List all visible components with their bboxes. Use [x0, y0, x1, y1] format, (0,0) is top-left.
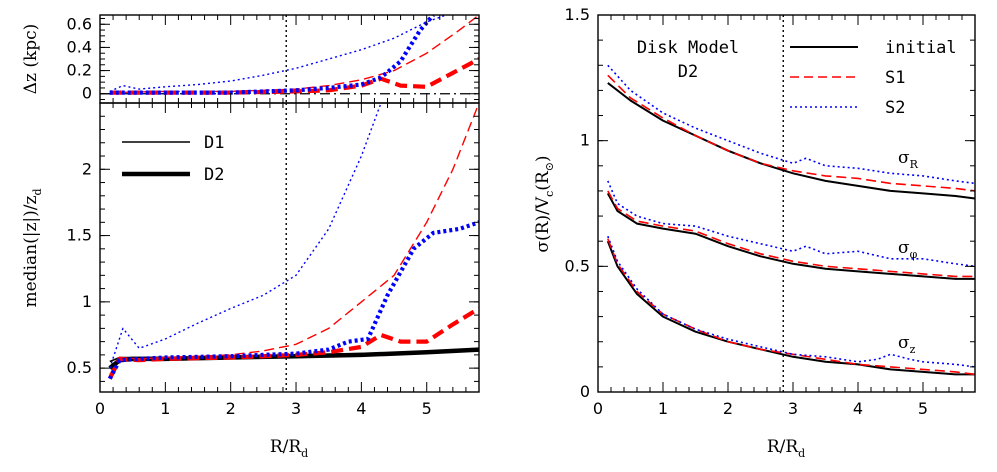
y-tick-label: 0.4	[67, 37, 92, 56]
x-tick-label: 2	[226, 399, 236, 418]
x-tick-label: 1	[160, 399, 170, 418]
legend-d2-label: D2	[204, 165, 224, 185]
series-line-red-dashed	[607, 238, 975, 376]
right-x-axis-label: R/Rd	[767, 437, 805, 460]
x-tick-label: 5	[422, 399, 432, 418]
bottom-left-plot-area	[107, 103, 479, 392]
series-line-red-dashed-thin	[109, 15, 479, 94]
x-tick-label: 4	[356, 399, 366, 418]
series-line-blue-dotted-thick	[107, 220, 479, 380]
series-line-red-dashed	[607, 190, 975, 278]
series-line-blue-dotted	[607, 64, 975, 185]
y-tick-label: 0.2	[67, 61, 92, 80]
top-left-ticks: 0 0.2 0.4 0.6	[67, 14, 480, 103]
y-tick-label: 0	[82, 84, 92, 103]
right-title-line2: D2	[678, 62, 698, 82]
series-line-red-dashed-thick	[109, 57, 479, 95]
top-left-y-axis-label: Δz (kpc)	[21, 24, 41, 95]
x-tick-label: 1	[658, 399, 668, 418]
series-line-blue-dotted	[607, 180, 975, 268]
top-left-plot-area	[100, 15, 479, 103]
series-line-blue-dotted-thick	[109, 15, 435, 95]
right-ticks: 0 1 2 3 4 5 0 0.5 1 1.5	[565, 5, 976, 418]
sigma-z-label: σz	[898, 333, 916, 356]
y-tick-label: 1	[82, 292, 92, 311]
legend-s1-label: S1	[885, 68, 905, 88]
bottom-left-panel: 0 1 2 3 4 5 0.5 1 1.5 2 D1 D2 median(|z|)/zd R/Rd	[21, 102, 480, 460]
series-line-red-dashed	[607, 74, 975, 192]
bottom-left-legend: D1 D2	[122, 133, 224, 185]
x-tick-label: 0	[593, 399, 603, 418]
right-legend: initial S1 S2	[790, 38, 957, 118]
y-tick-label: 0	[580, 382, 590, 401]
x-tick-label: 3	[291, 399, 301, 418]
bottom-left-x-axis-label: R/Rd	[270, 437, 308, 460]
y-tick-label: 0.6	[67, 14, 92, 33]
series-line-black-solid	[607, 82, 975, 200]
right-series-group	[606, 15, 975, 392]
legend-initial-label: initial	[885, 38, 957, 58]
x-tick-label: 3	[788, 399, 798, 418]
series-line-black-solid	[606, 192, 975, 280]
y-tick-label: 1.5	[67, 226, 92, 245]
x-tick-label: 2	[723, 399, 733, 418]
right-frame	[597, 14, 976, 393]
y-tick-label: 0.5	[67, 358, 92, 377]
bottom-left-ticks: 0 1 2 3 4 5 0.5 1 1.5 2	[67, 102, 480, 418]
bottom-left-series-group	[107, 103, 479, 392]
right-y-axis-label: σ(R)/Vc(R⊙)	[533, 155, 556, 252]
top-left-series-group	[100, 15, 479, 103]
series-line-blue-dotted	[607, 235, 975, 368]
series-line-blue-dotted-thin	[109, 15, 447, 93]
sigma-r-label: σR	[898, 148, 919, 171]
series-line-red-dashed-thick	[107, 306, 479, 380]
top-left-panel: 0 0.2 0.4 0.6 Δz (kpc)	[21, 14, 480, 104]
x-tick-label: 0	[95, 399, 105, 418]
x-tick-label: 4	[853, 399, 863, 418]
y-tick-label: 2	[82, 159, 92, 178]
sigma-phi-label: σφ	[898, 238, 918, 261]
y-tick-label: 1	[580, 131, 590, 150]
bottom-left-y-axis-label: median(|z|)/zd	[21, 189, 44, 308]
right-title-line1: Disk Model	[637, 38, 739, 58]
right-plot-area	[606, 15, 975, 392]
y-tick-label: 0.5	[565, 256, 590, 275]
series-line-blue-dotted-thin	[109, 103, 382, 369]
right-panel: 0 1 2 3 4 5 0 0.5 1 1.5 Disk Model D2 initial S1 …	[533, 5, 976, 460]
legend-d1-label: D1	[204, 133, 224, 153]
x-tick-label: 5	[918, 399, 928, 418]
bottom-left-frame	[99, 102, 480, 393]
series-line-black-solid	[606, 240, 975, 376]
legend-s2-label: S2	[885, 98, 905, 118]
y-tick-label: 1.5	[565, 5, 590, 24]
